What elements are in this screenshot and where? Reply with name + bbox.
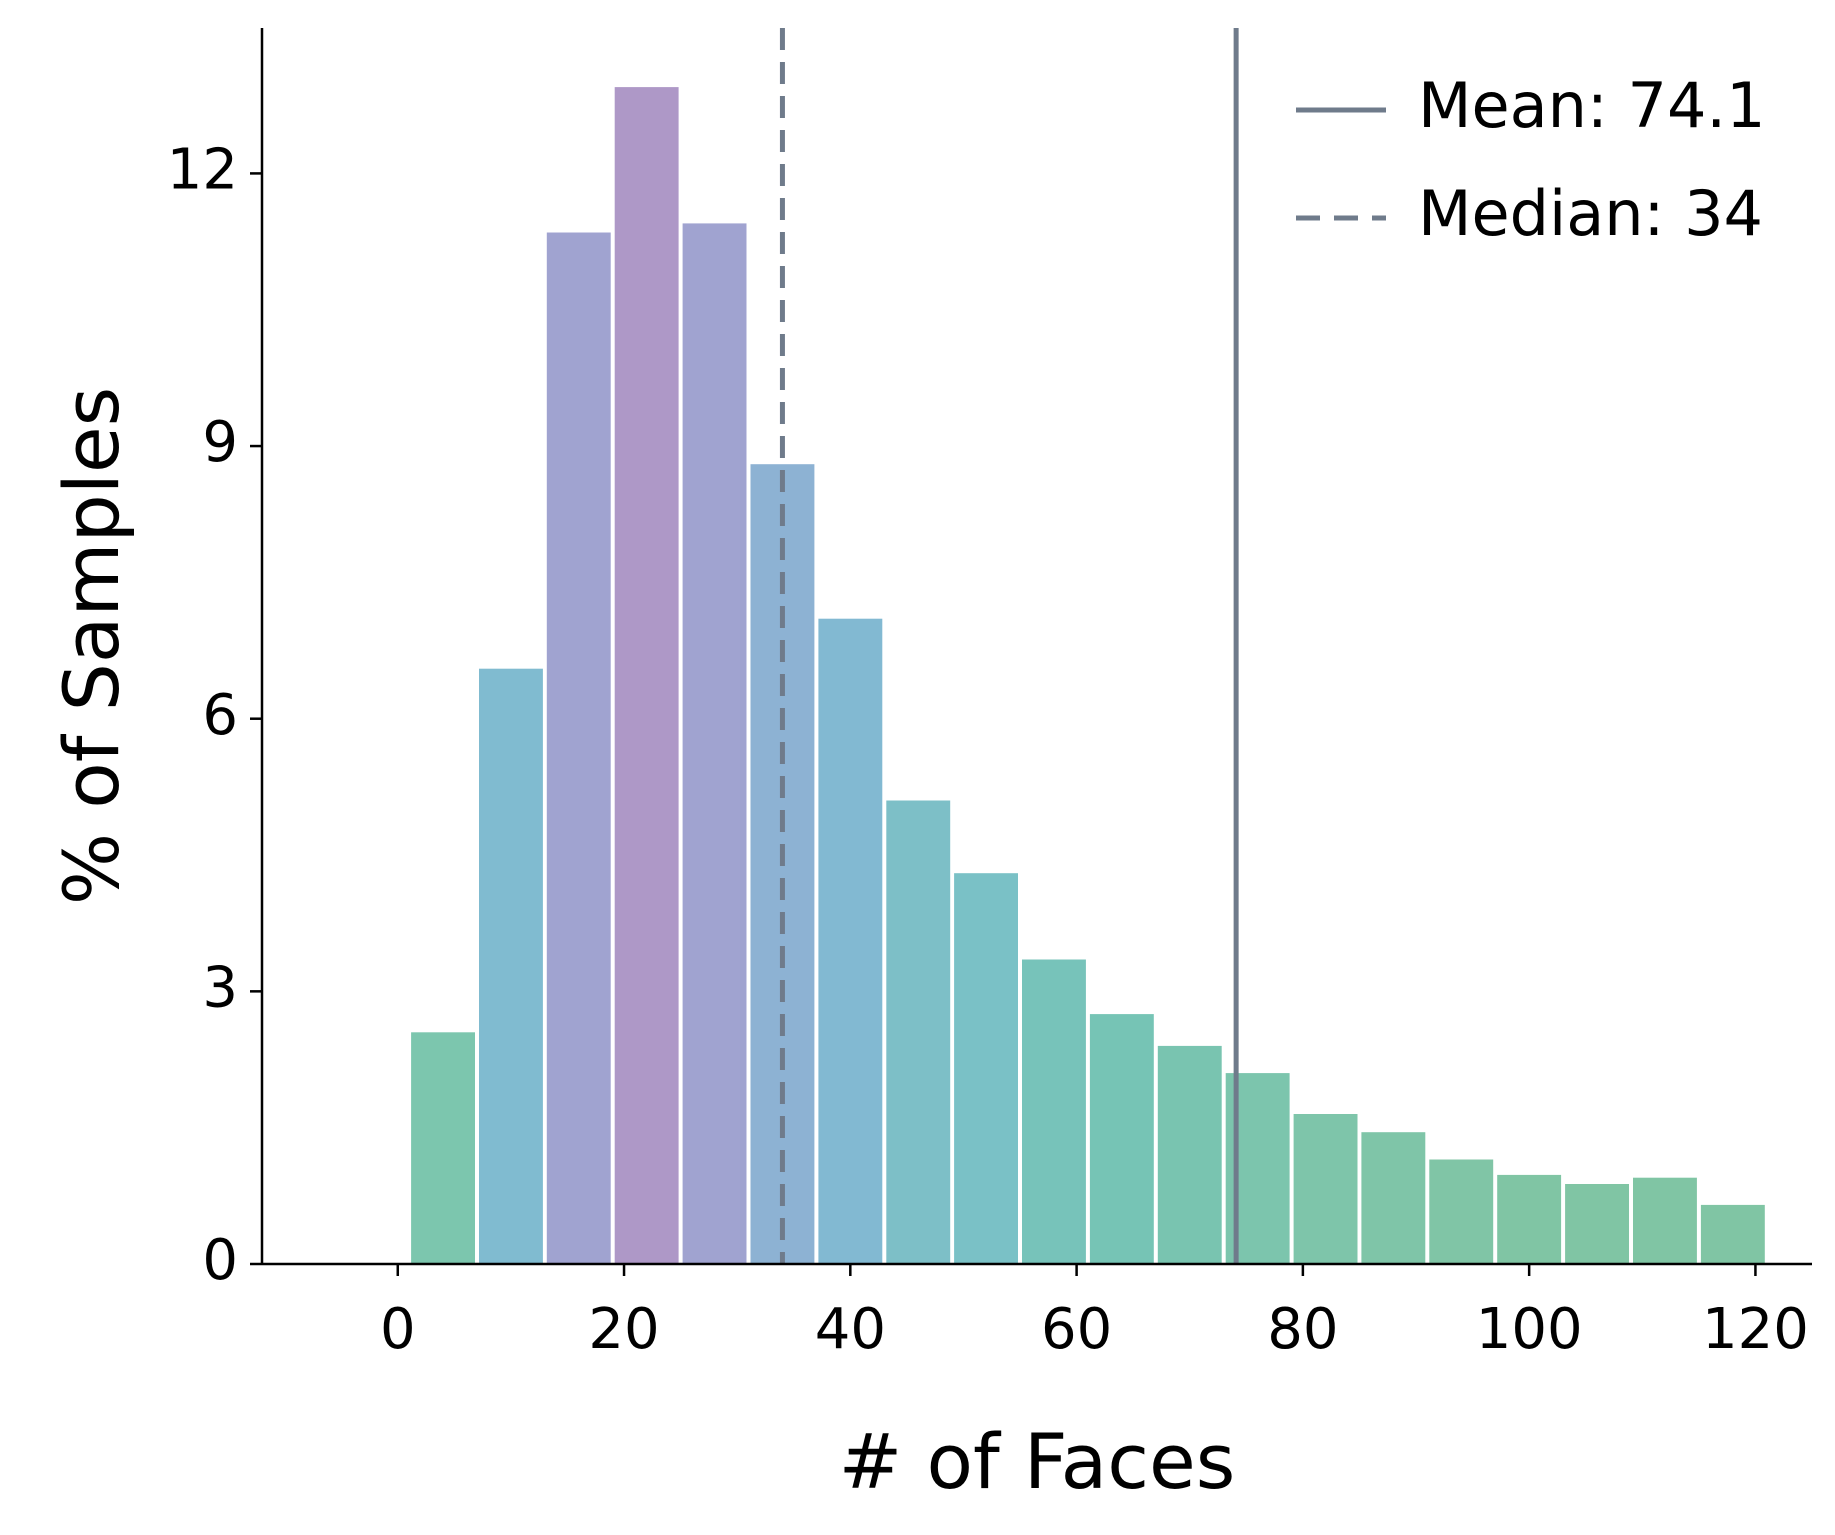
histogram-bar-2 [546,232,611,1264]
histogram-bar-1 [479,668,543,1264]
histogram-bar-15 [1429,1159,1494,1264]
histogram-bar-18 [1633,1177,1697,1264]
histogram-bar-9 [1022,959,1086,1264]
histogram-bar-3 [614,87,679,1265]
legend: Mean: 74.1 Median: 34 [1296,69,1766,250]
histogram-bar-7 [886,800,951,1264]
legend-label-mean: Mean: 74.1 [1418,69,1766,142]
y-tick-label-3: 9 [202,410,238,475]
histogram-bar-8 [954,873,1018,1264]
y-tick-label-0: 0 [202,1228,238,1293]
legend-label-median: Median: 34 [1418,177,1763,250]
x-tick-label-3: 60 [1041,1297,1112,1362]
axes-layer [260,28,1812,1266]
histogram-bar-16 [1497,1174,1562,1264]
histogram-bar-11 [1157,1045,1222,1264]
histogram-bar-10 [1089,1014,1154,1264]
histogram-bar-4 [682,223,747,1264]
ticks-layer: 0 20 40 60 80 100 120 0 3 6 9 12 [167,138,1809,1362]
x-tick-label-0: 0 [380,1297,416,1362]
histogram-bar-0 [411,1032,475,1265]
x-tick-label-2: 40 [815,1297,886,1362]
reference-lines-layer [779,28,1239,1264]
histogram-bar-14 [1361,1132,1426,1264]
y-tick-label-2: 6 [202,683,238,748]
histogram-bar-13 [1293,1114,1358,1264]
x-axis-title: # of Faces [839,1417,1236,1506]
bars-layer [411,87,1765,1265]
x-tick-label-4: 80 [1267,1297,1338,1362]
histogram-bar-19 [1700,1204,1765,1264]
y-tick-label-1: 3 [202,955,238,1020]
histogram-bar-6 [818,618,883,1264]
x-tick-label-6: 120 [1702,1297,1809,1362]
y-axis-title: % of Samples [47,387,136,905]
histogram-bar-17 [1565,1184,1629,1264]
y-tick-label-4: 12 [167,138,238,203]
x-tick-label-1: 20 [588,1297,659,1362]
x-tick-label-5: 100 [1476,1297,1583,1362]
